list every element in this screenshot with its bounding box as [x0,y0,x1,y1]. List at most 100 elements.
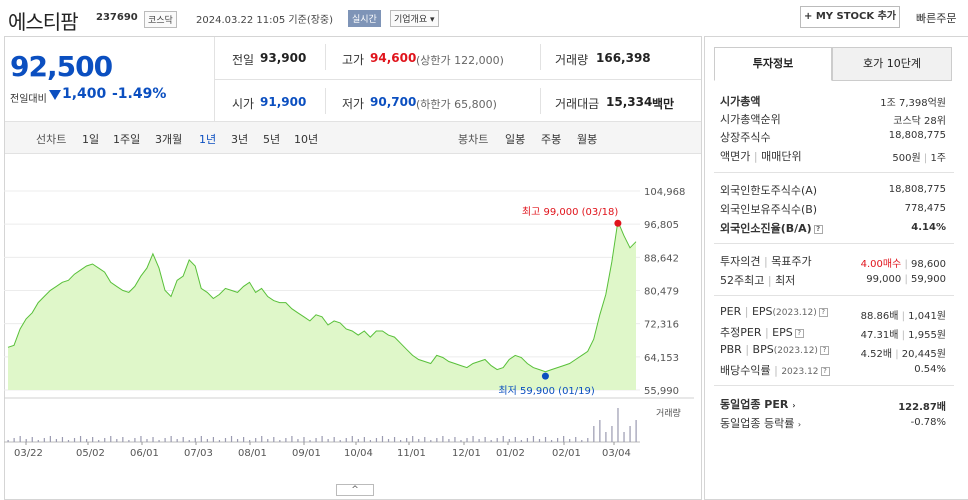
volume-bar [496,438,498,442]
week52-label: 52주최고 | 최저 [720,274,796,287]
realtime-badge[interactable]: 실시간 [348,10,381,27]
company-info-dropdown[interactable]: 기업개요 ▾ [390,10,439,27]
help-icon: ? [813,224,823,234]
period-weekly[interactable]: 주봉 [541,133,562,146]
volume-bar [55,439,58,442]
volume-bar [170,436,172,442]
volume-bar [110,436,112,442]
period-bar [5,121,701,154]
volume-bar [406,438,408,442]
period-1d[interactable]: 1일 [82,133,100,146]
volume-label: 거래량 [555,53,589,67]
market-cap-value: 1조 7,398억원 [880,98,946,109]
company-name: 에스티팜 [8,10,79,34]
volume-bar [303,437,305,442]
volume-bar [484,437,486,442]
divider [540,44,541,70]
period-1y[interactable]: 1년 [199,133,217,146]
volume-bar [599,420,601,442]
prev-close-value: 93,900 [260,51,307,65]
volume-bar [502,436,504,442]
x-tick-label: 05/02 [76,448,105,459]
period-3y[interactable]: 3년 [231,133,249,146]
y-tick-label: 104,968 [644,187,685,198]
volume-bar [79,436,82,442]
volume-bar [400,440,402,442]
high-value: 94,600 [370,51,417,65]
period-10y[interactable]: 10년 [294,133,319,146]
y-tick-label: 88,642 [644,253,679,264]
period-1w[interactable]: 1주일 [113,133,141,146]
volume-bar [611,426,613,442]
high-marker [614,219,622,227]
quick-order-button[interactable]: 빠른주문 [916,12,957,25]
pbr-value: 4.52배 | 20,445원 [860,349,946,360]
add-my-stock-button[interactable]: + MY STOCK 추가 [800,6,900,28]
divider [714,385,954,386]
help-icon: ? [820,366,830,376]
help-icon: ? [818,307,828,317]
price-area [8,221,636,390]
tab-orderbook[interactable]: 호가 10단계 [832,47,952,81]
volume-bar [158,440,160,442]
volume-bar [13,438,15,442]
volume-bar [351,436,353,442]
chart-toggle-button[interactable]: ^ [336,484,374,496]
industry-per-label[interactable]: 동일업종 PER › [720,398,796,411]
amount-value: 15,334 [606,95,653,109]
x-axis-ticks: 03/22 05/02 06/01 07/03 08/01 09/01 10/04 11/01… [14,442,631,459]
volume-bar [629,426,631,442]
volume-bar [436,438,438,442]
volume-bar [460,440,462,442]
divider [325,44,326,70]
volume-bar [236,439,239,442]
volume-bar [526,438,529,442]
change-percent: -1.49% [112,86,167,102]
volume-bar [7,440,9,442]
period-5y[interactable]: 5년 [263,133,281,146]
volume-bar [128,440,130,442]
volume-bar [418,439,420,442]
x-tick-label: 10/04 [344,448,373,459]
y-tick-label: 80,479 [644,287,679,298]
period-3m[interactable]: 3개월 [155,133,183,146]
period-monthly[interactable]: 월봉 [577,133,598,146]
prev-close-label: 전일 [232,53,255,67]
volume-bar [339,440,341,442]
volume-bar [490,440,492,442]
per-label: PER | EPS(2023.12)? [720,305,828,318]
volume-bar [261,436,263,442]
period-daily[interactable]: 일봉 [505,133,526,146]
volume-bar [327,439,329,442]
volume-legend: 거래량 [656,409,681,419]
volume-bar [454,437,456,442]
volume-bar [37,440,39,442]
shares-value: 18,808,775 [888,130,946,141]
volume-bar [116,439,118,442]
volume-bar [92,437,94,442]
volume-bar [387,439,390,442]
volume-bar [520,440,522,442]
volume-bar [309,440,311,442]
y-tick-label: 72,316 [644,320,679,331]
volume-bar [472,436,474,442]
divider [714,81,832,82]
volume-bar [557,438,559,442]
help-icon: ? [794,328,804,338]
volume-bar [532,436,535,442]
par-value: 500원 | 1주 [892,153,946,164]
volume-bar [321,436,323,442]
tab-invest-info[interactable]: 투자정보 [714,47,832,81]
volume-bar [86,439,88,442]
volume-bar [617,408,619,442]
shares-label: 상장주식수 [720,131,771,144]
volume-bar [363,437,365,442]
volume-bar [146,439,148,442]
volume-bar [448,439,450,442]
volume-bar [393,437,396,442]
fper-value: 47.31배 | 1,955원 [860,330,946,341]
volume-bar [200,436,202,442]
amount-unit: 백만 [652,97,675,111]
industry-rate-value: -0.78% [910,417,946,428]
industry-rate-label[interactable]: 동일업종 등락률 › [720,417,802,430]
